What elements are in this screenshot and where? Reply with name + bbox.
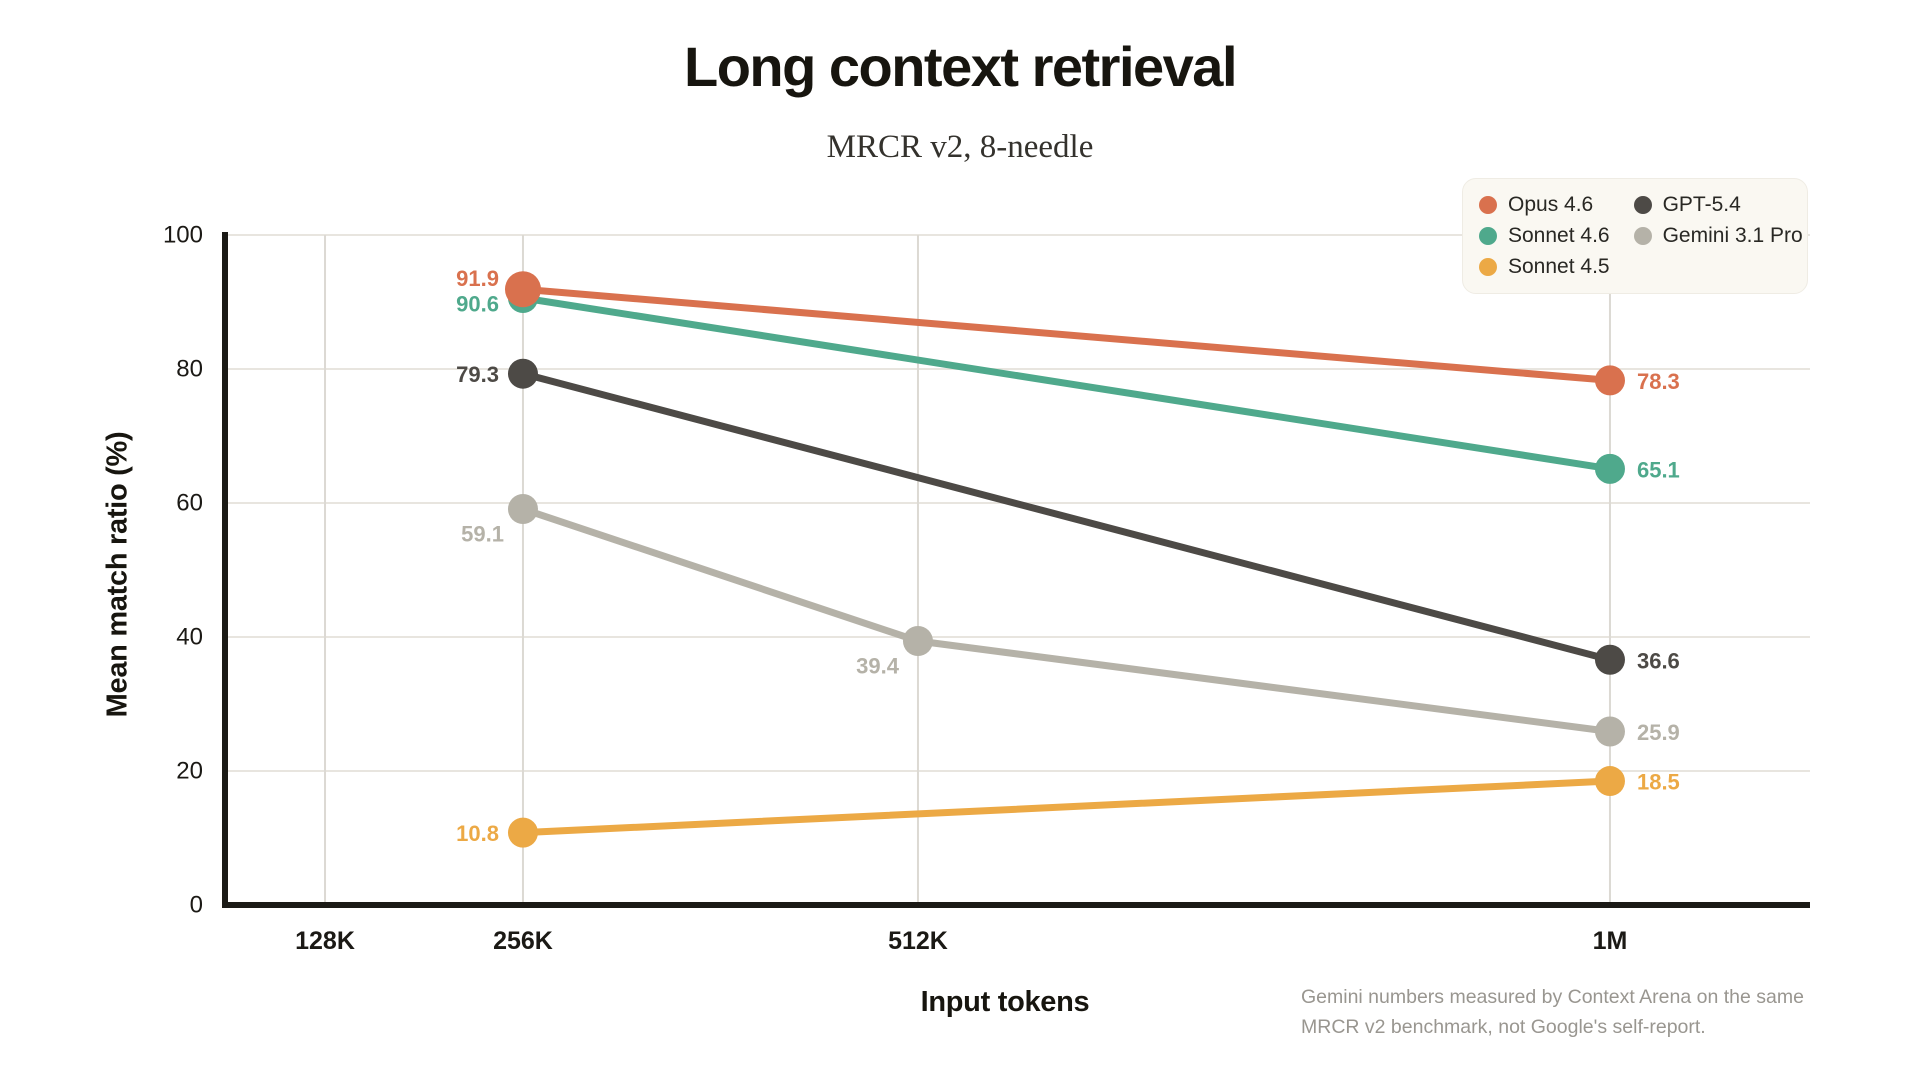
legend-label: Sonnet 4.5 <box>1508 255 1610 279</box>
data-point-sonnet-4-5 <box>1594 766 1625 797</box>
legend-item-opus-4-6: Opus 4.6 <box>1479 189 1610 220</box>
value-label-sonnet-4-6: 90.6 <box>456 291 499 316</box>
x-tick-label: 1M <box>1593 927 1628 955</box>
value-label-opus-4-6: 78.3 <box>1637 369 1680 394</box>
value-label-gpt-5-4: 36.6 <box>1637 648 1680 673</box>
data-point-opus-4-6 <box>1594 365 1625 396</box>
x-tick-label: 256K <box>493 927 553 955</box>
legend-label: Sonnet 4.6 <box>1508 223 1610 247</box>
legend-item-gemini-3-1-pro: Gemini 3.1 Pro <box>1633 220 1803 251</box>
value-label-gemini-3-1-pro: 39.4 <box>856 654 900 679</box>
data-point-gpt-5-4 <box>507 358 538 389</box>
legend-dot-icon <box>1479 226 1497 245</box>
y-tick-label: 80 <box>176 356 203 383</box>
legend-label: Gemini 3.1 Pro <box>1662 223 1803 247</box>
legend-dot-icon <box>1479 258 1497 277</box>
y-tick-label: 100 <box>163 222 203 249</box>
legend-item-sonnet-4-6: Sonnet 4.6 <box>1479 220 1610 251</box>
series-line-sonnet-4-6 <box>519 294 1614 473</box>
footnote: Gemini numbers measured by Context Arena… <box>1301 986 1804 1039</box>
legend-dot-icon <box>1479 195 1497 214</box>
series-line-opus-4-6 <box>519 285 1614 384</box>
data-point-gemini-3-1-pro <box>507 494 538 525</box>
series-line-gpt-5-4 <box>519 370 1614 664</box>
legend-label: Opus 4.6 <box>1508 192 1594 216</box>
legend-dot-icon <box>1633 195 1652 214</box>
legend-label: GPT-5.4 <box>1662 192 1741 216</box>
value-label-sonnet-4-5: 18.5 <box>1637 770 1680 795</box>
data-point-gpt-5-4 <box>1594 644 1625 675</box>
value-label-sonnet-4-6: 65.1 <box>1637 457 1680 482</box>
data-point-sonnet-4-5 <box>507 817 538 848</box>
value-label-gpt-5-4: 79.3 <box>456 362 499 387</box>
y-axis-title: Mean match ratio (%) <box>101 431 134 718</box>
page-subtitle: MRCR v2, 8-needle <box>826 129 1094 165</box>
y-tick-label: 40 <box>176 624 203 651</box>
x-axis-title: Input tokens <box>920 986 1090 1018</box>
series-line-sonnet-4-5 <box>519 777 1614 837</box>
legend-item-sonnet-4-5: Sonnet 4.5 <box>1479 252 1610 283</box>
value-label-sonnet-4-5: 10.8 <box>456 821 499 846</box>
data-point-opus-4-6 <box>504 271 541 308</box>
value-label-gemini-3-1-pro: 59.1 <box>461 522 504 547</box>
data-point-sonnet-4-6 <box>1594 453 1625 484</box>
x-tick-label: 512K <box>888 927 948 955</box>
value-label-opus-4-6: 91.9 <box>456 266 499 291</box>
legend: Opus 4.6 Sonnet 4.6 Sonnet 4.5 GPT-5.4 Gemin… <box>1462 178 1808 294</box>
legend-item-gpt-5-4: GPT-5.4 <box>1633 189 1803 220</box>
data-point-gemini-3-1-pro <box>902 626 933 657</box>
y-tick-label: 60 <box>176 490 203 517</box>
y-tick-label: 20 <box>176 758 203 785</box>
page-title: Long context retrieval <box>683 35 1238 98</box>
y-tick-label: 0 <box>190 892 203 919</box>
data-point-gemini-3-1-pro <box>1594 716 1625 747</box>
legend-dot-icon <box>1633 226 1652 245</box>
value-label-gemini-3-1-pro: 25.9 <box>1637 720 1680 745</box>
x-tick-label: 128K <box>295 927 355 955</box>
